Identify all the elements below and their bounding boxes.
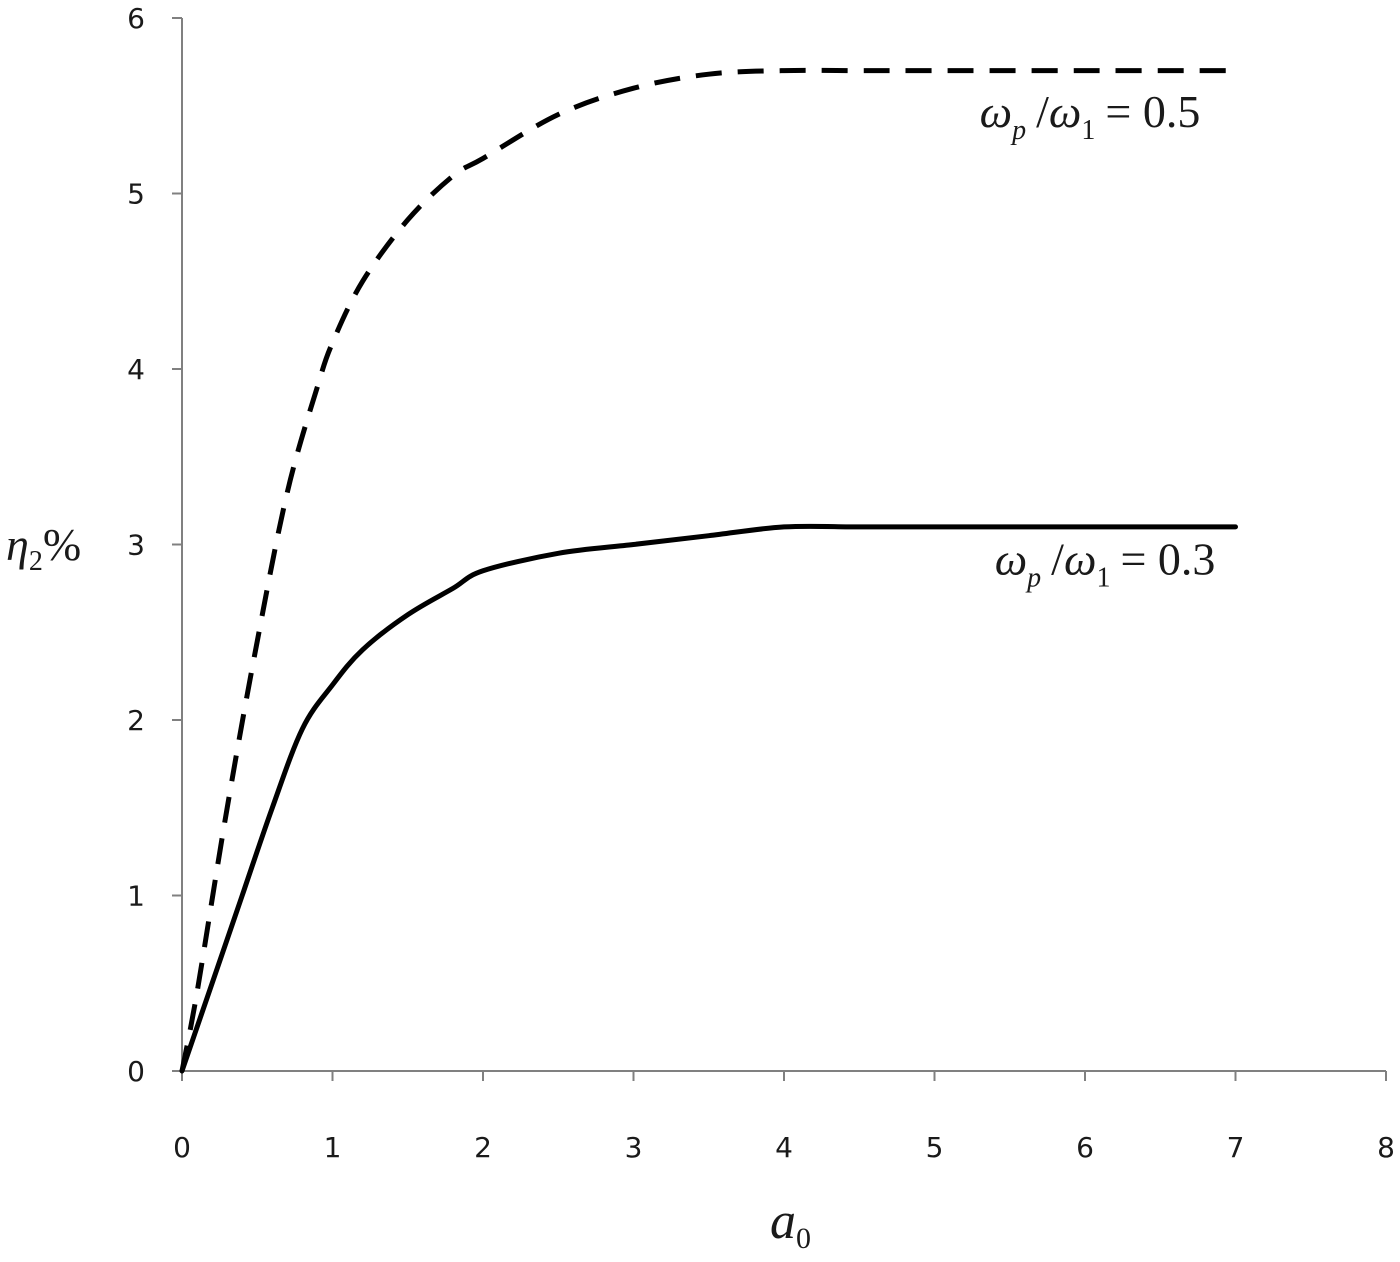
x-tick-label: 6 [1076,1131,1094,1164]
series-line-dashed [179,67,1236,1072]
x-axis-ticks: 0 1 2 3 4 5 6 7 8 [173,1071,1395,1164]
x-tick-label: 5 [926,1131,944,1164]
annotation-part-w: ω [1064,533,1096,584]
annotation-part-eq: = 0.5 [1105,86,1200,137]
y-tick-label: 1 [127,880,145,913]
annotation-layer: ωp/ω1 = 0.5ωp/ω1 = 0.3 [980,86,1216,594]
y-tick-label: 0 [127,1055,145,1088]
y-tick-label: 5 [127,178,145,211]
x-tick-label: 8 [1377,1131,1395,1164]
annotation-part-p: p [1010,115,1026,146]
x-tick-label: 3 [625,1131,643,1164]
annotation-part-eq: = 0.3 [1120,533,1215,584]
y-tick-label: 4 [127,353,145,386]
y-axis-title-sub: 2 [29,546,43,577]
x-axis-title: a0 [770,1193,811,1255]
x-axis-title-base: a [770,1193,796,1250]
annotation-part-p: p [1025,562,1041,593]
series-line-solid [179,523,1238,1074]
y-tick-label: 6 [127,2,145,35]
y-axis-title: η2% [6,519,81,577]
x-axis-title-sub: 0 [796,1222,811,1255]
annotation-part-one: 1 [1096,562,1110,593]
series-annotation: ωp/ω1 = 0.5 [980,86,1201,146]
x-tick-label: 4 [775,1131,793,1164]
annotation-part-w: ω [995,533,1027,584]
x-tick-label: 7 [1227,1131,1245,1164]
annotation-part-slash: / [1051,533,1064,584]
annotation-part-w: ω [1049,86,1081,137]
series-annotation: ωp/ω1 = 0.3 [995,533,1216,593]
annotation-part-w: ω [980,86,1012,137]
y-axis-title-suffix: % [43,519,81,570]
y-axis-title-base: η [6,519,29,570]
annotation-part-one: 1 [1081,115,1095,146]
x-tick-label: 1 [324,1131,342,1164]
y-tick-label: 3 [127,529,145,562]
y-axis-ticks: 0 1 2 3 4 5 6 [127,2,182,1088]
annotation-part-slash: / [1036,86,1049,137]
series-layer [179,67,1238,1074]
y-tick-label: 2 [127,704,145,737]
x-tick-label: 0 [173,1131,191,1164]
x-tick-label: 2 [474,1131,492,1164]
